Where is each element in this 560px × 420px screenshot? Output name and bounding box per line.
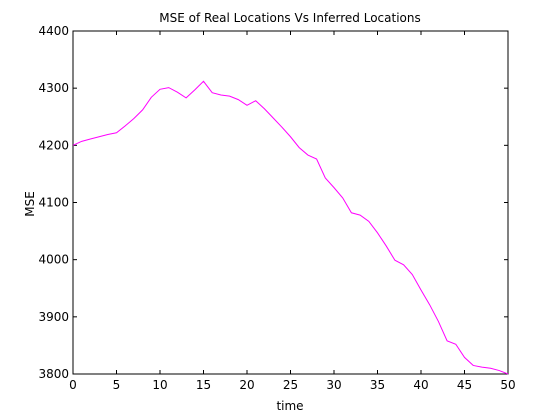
y-tick-label: 4000 bbox=[38, 253, 69, 267]
series-line bbox=[72, 80, 509, 375]
x-tick-label: 10 bbox=[152, 378, 167, 392]
plot-frame bbox=[72, 30, 509, 375]
y-tick-label: 4300 bbox=[38, 81, 69, 95]
y-tick-label: 4100 bbox=[38, 196, 69, 210]
x-tick-label: 30 bbox=[326, 378, 341, 392]
y-tick-label: 3800 bbox=[38, 367, 69, 381]
x-tick-label: 45 bbox=[457, 378, 472, 392]
x-tick-label: 25 bbox=[283, 378, 298, 392]
x-tick-label: 35 bbox=[370, 378, 385, 392]
chart-title: MSE of Real Locations Vs Inferred Locati… bbox=[159, 11, 421, 25]
x-axis-label: time bbox=[276, 399, 303, 413]
y-tick-label: 3900 bbox=[38, 310, 69, 324]
plot-area: 0 5 10 15 20 25 30 35 40 45 50 3800 3900 4000 4100 4200… bbox=[38, 24, 515, 392]
x-tick-label: 20 bbox=[239, 378, 254, 392]
y-tick-label: 4400 bbox=[38, 24, 69, 38]
y-tick-label: 4200 bbox=[38, 138, 69, 152]
x-tick-label: 50 bbox=[500, 378, 515, 392]
x-tick-label: 40 bbox=[413, 378, 428, 392]
x-tick-label: 0 bbox=[69, 378, 77, 392]
x-tick-label: 15 bbox=[196, 378, 211, 392]
x-tick-label: 5 bbox=[113, 378, 121, 392]
y-axis-label: MSE bbox=[23, 191, 37, 217]
